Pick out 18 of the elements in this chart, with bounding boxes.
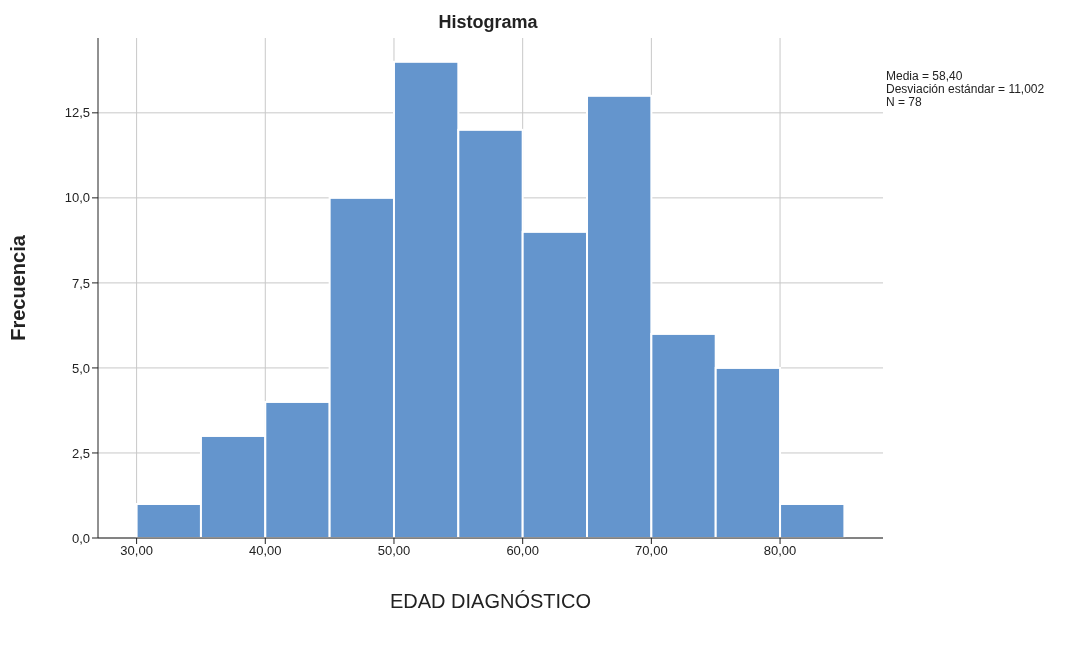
x-axis-title: EDAD DIAGNÓSTICO — [389, 590, 592, 612]
x-tick-label: 80,00 — [763, 543, 797, 559]
y-tick-label: 0,0 — [71, 530, 90, 546]
chart-title: Histograma — [438, 12, 539, 32]
x-tick-label: 70,00 — [635, 543, 668, 559]
y-tick-label: 12,5 — [64, 105, 90, 121]
text: Desviación estándar = 11,002 — [886, 82, 1045, 96]
y-tick-label: 2,5 — [71, 445, 90, 461]
y-axis-title: Frecuencia — [7, 234, 30, 341]
x-tick-label: 50,00 — [377, 543, 411, 559]
y-tick-label: 7,5 — [71, 275, 90, 291]
x-tick-label: 30,00 — [120, 543, 153, 559]
x-tick-label: 40,00 — [249, 543, 282, 559]
text: N = 78 — [886, 95, 923, 109]
y-tick-label: 10,0 — [64, 190, 90, 206]
x-tick-label: 60,00 — [506, 543, 539, 559]
y-tick-label: 5,0 — [71, 360, 90, 376]
text: Media = 58,40 — [886, 69, 964, 83]
